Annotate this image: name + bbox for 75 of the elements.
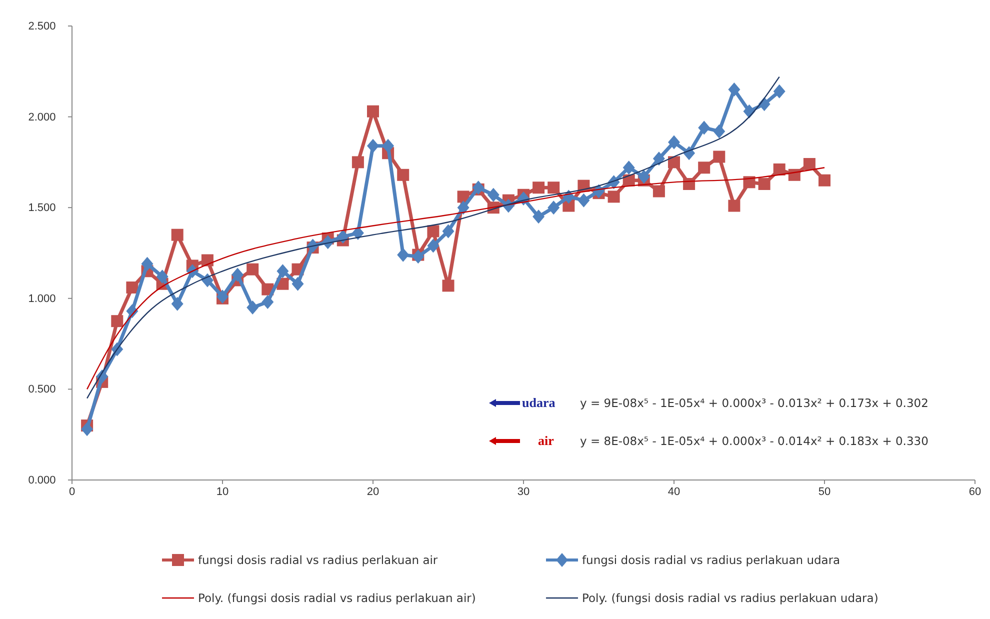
point [367, 138, 379, 153]
x-tick-label: 60 [968, 486, 982, 498]
legend-label: Poly. (fungsi dosis radial vs radius perlakuan air) [198, 591, 476, 605]
point [141, 256, 154, 271]
legend-label: Poly. (fungsi dosis radial vs radius perlakuan udara) [582, 591, 878, 605]
point [532, 210, 545, 224]
point [216, 290, 228, 304]
point [156, 270, 168, 284]
y-tick-label: 0.000 [28, 474, 56, 487]
y-tick-label: 1.000 [28, 292, 56, 305]
point [773, 163, 786, 176]
annotation: air [538, 433, 554, 448]
annotation: udara [522, 395, 556, 410]
point [487, 188, 500, 202]
point [638, 170, 650, 184]
point [427, 225, 440, 238]
point [472, 180, 484, 195]
x-tick-label: 10 [216, 486, 229, 498]
point [367, 105, 379, 118]
legend-label: fungsi dosis radial vs radius perlakuan udara [582, 553, 840, 567]
point [262, 295, 274, 310]
point [578, 193, 590, 208]
point [246, 263, 259, 276]
point [397, 168, 410, 181]
point [713, 124, 726, 138]
point [818, 174, 830, 186]
point [442, 224, 454, 238]
point [622, 160, 635, 175]
point [668, 156, 680, 168]
point [728, 200, 740, 212]
y-tick-label: 2.000 [28, 111, 56, 124]
point [382, 138, 394, 153]
x-tick-label: 20 [366, 486, 380, 498]
legend-label: fungsi dosis radial vs radius perlakuan air [198, 553, 438, 567]
point [352, 156, 364, 168]
point [803, 158, 816, 170]
line-series [86, 167, 826, 390]
point [698, 120, 710, 135]
x-tick-label: 40 [668, 486, 680, 498]
point [412, 250, 424, 264]
x-tick-label: 50 [818, 486, 831, 498]
point [246, 300, 259, 314]
point [457, 200, 470, 215]
point [532, 182, 545, 194]
point [698, 162, 710, 174]
point [713, 150, 726, 163]
point [292, 276, 304, 291]
point [548, 200, 560, 215]
point [743, 176, 756, 188]
point [111, 315, 124, 328]
point [201, 254, 214, 266]
point [548, 182, 560, 194]
point [427, 238, 440, 253]
point [442, 280, 454, 292]
x-tick-label: 30 [517, 486, 530, 498]
annotation: y = 9E-08x⁵ - 1E-05x⁴ + 0.000x³ - 0.013x² + 0.173x + 0.302 [580, 396, 928, 410]
point [81, 422, 94, 436]
point [126, 282, 138, 294]
point [758, 178, 770, 190]
y-tick-label: 0.500 [28, 384, 56, 396]
point [668, 135, 680, 150]
x-tick-label: 0 [68, 486, 76, 498]
point [652, 185, 665, 198]
point [276, 264, 289, 278]
y-tick-label: 1.500 [28, 202, 56, 214]
point [171, 296, 184, 311]
point [608, 190, 620, 203]
point [397, 248, 410, 262]
annotation: y = 8E-08x⁵ - 1E-05x⁴ + 0.000x³ - 0.014x² + 0.183x + 0.330 [580, 434, 928, 448]
point [728, 82, 740, 97]
point [773, 84, 786, 98]
y-tick-label: 2.500 [28, 20, 56, 33]
point [171, 228, 184, 241]
point [652, 152, 665, 166]
point [232, 268, 244, 282]
